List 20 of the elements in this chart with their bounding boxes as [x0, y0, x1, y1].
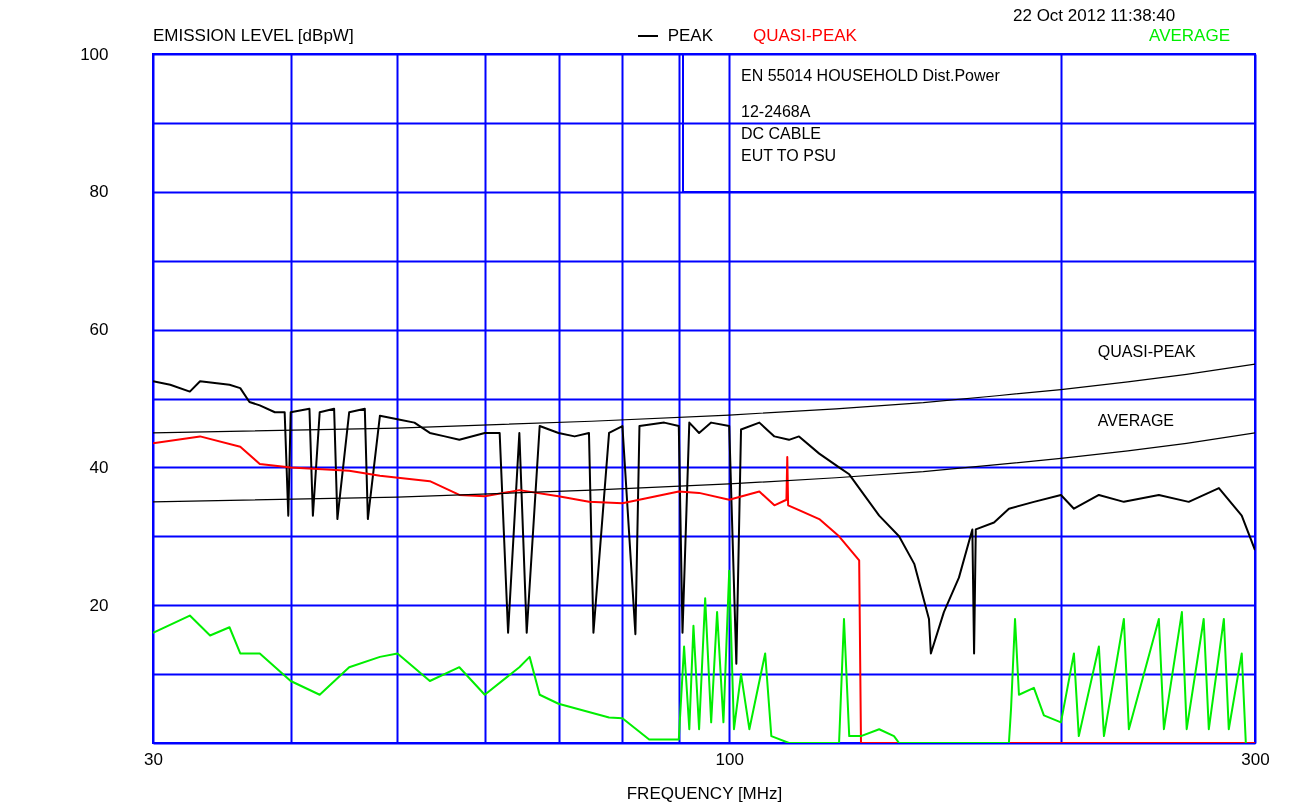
series-label: QUASI-PEAK: [1097, 342, 1196, 360]
annotation: DC CABLE: [741, 125, 822, 142]
series-label: AVERAGE: [1097, 411, 1175, 429]
y-axis-title: EMISSION LEVEL [dBpW]: [153, 26, 354, 45]
x-tick-label: 300: [1241, 749, 1270, 769]
legend-label: PEAK: [667, 26, 714, 45]
y-tick-label: 20: [89, 595, 109, 615]
text: AVERAGE: [1149, 26, 1230, 45]
text: 22 Oct 2012 11:38:40: [1013, 6, 1176, 25]
y-tick-label: 40: [89, 457, 109, 477]
y-tick-label: 80: [89, 182, 109, 202]
x-axis-title: FREQUENCY [MHz]: [626, 783, 783, 803]
x-tick-label: 100: [715, 749, 744, 769]
annotation: EN 55014 HOUSEHOLD Dist.Power: [741, 67, 1001, 84]
annotation: 12-2468A: [741, 103, 811, 120]
x-tick-label: 30: [144, 749, 163, 769]
annotation: EUT TO PSU: [741, 147, 837, 164]
text: QUASI-PEAK: [753, 26, 858, 45]
y-tick-label: 60: [89, 320, 109, 340]
y-tick-label: 100: [80, 44, 109, 64]
